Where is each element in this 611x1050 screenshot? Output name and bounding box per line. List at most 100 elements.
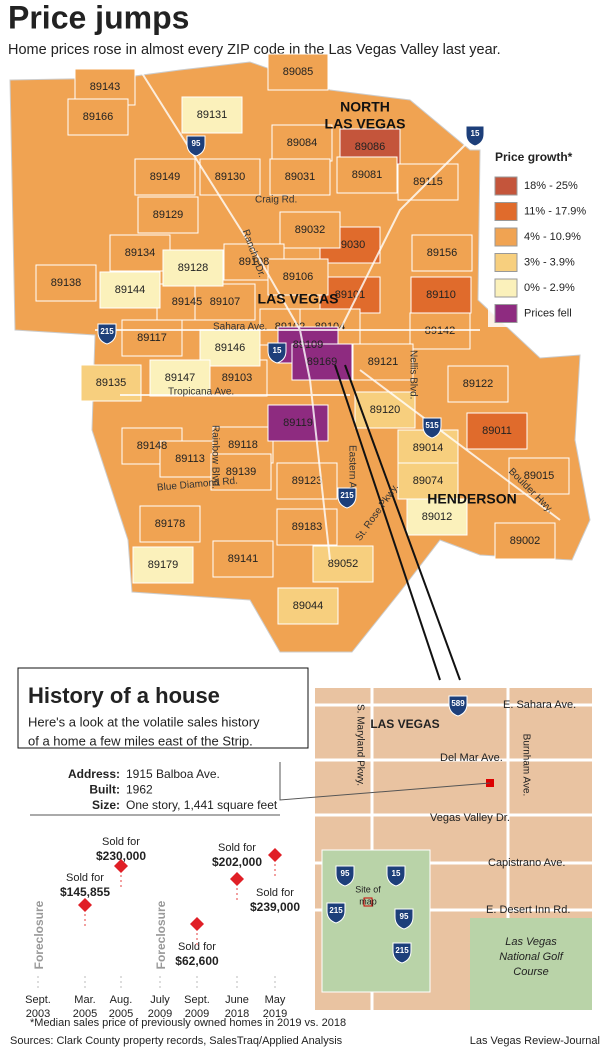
event-month: May (265, 994, 286, 1006)
zip-label: 89144 (115, 284, 146, 296)
zip-label: 89103 (222, 372, 253, 384)
zip-area (508, 457, 570, 495)
zip-area (267, 404, 329, 442)
legend-swatch (494, 176, 518, 196)
inset-label: map (359, 896, 377, 906)
legend: Price growth* 18% - 25% 11% - 17.9% 4% - 1… (488, 145, 606, 327)
zip-label: 89074 (413, 475, 444, 487)
zip-label: 89081 (352, 169, 383, 181)
house-details: Address: 1915 Balboa Ave. Built: 1962 Size: O… (68, 767, 278, 812)
zip-area (137, 196, 199, 234)
zip-area (194, 283, 256, 321)
locator-site (363, 897, 373, 907)
inset-label: National Golf (499, 951, 564, 963)
price-diamond (78, 898, 92, 912)
event-month: June (225, 994, 249, 1006)
zip-label: 89123 (292, 475, 323, 487)
zip-label: 89135 (96, 377, 127, 389)
zip-area (291, 343, 353, 381)
title: Price jumps (8, 0, 189, 35)
zip-label: 89109 (293, 339, 324, 351)
highway-shield (448, 695, 468, 717)
legend-swatch (494, 304, 518, 323)
event-month: Sept. (25, 994, 51, 1006)
zip-label: 89138 (51, 277, 82, 289)
price-diamond (114, 859, 128, 873)
zip-area (352, 343, 414, 381)
highway-shield (326, 902, 346, 924)
zip-label: 89145 (172, 296, 203, 308)
detail-value: One story, 1,441 square feet (126, 798, 278, 812)
detail-value: 1915 Balboa Ave. (126, 767, 220, 781)
sold-label: Sold for (102, 836, 140, 848)
legend-label: 18% - 25% (524, 180, 578, 192)
detail-label: Address: (68, 767, 120, 781)
zip-area (210, 453, 272, 491)
zip-area (271, 124, 333, 162)
footnote: *Median sales price of previously owned … (30, 1017, 346, 1029)
history-box (17, 667, 309, 749)
legend-title: Price growth* (495, 150, 573, 164)
zip-area (67, 98, 129, 136)
zip-label: 89169 (307, 356, 338, 368)
inset-label: Course (513, 966, 548, 978)
zip-label: 89128 (178, 262, 209, 274)
inset-label: Site of (355, 884, 381, 894)
sold-price: $230,000 (96, 849, 146, 863)
shield-number: 215 (395, 946, 409, 955)
inset-label: Burnham Ave. (520, 734, 531, 797)
zip-label: 89110 (426, 289, 456, 301)
road-label: Craig Rd. (255, 195, 297, 206)
inset-labels: E. Sahara Ave. S. Maryland Pkwy. LAS VEGAS… (326, 695, 576, 978)
price-diamond (190, 917, 204, 931)
road-label: Sahara Ave. (213, 322, 267, 333)
shield-number: 15 (273, 346, 282, 355)
place-label: LAS VEGAS (325, 116, 406, 132)
zip-area (269, 158, 331, 196)
zip-label: 89086 (355, 141, 386, 153)
sold-price: $62,600 (175, 954, 219, 968)
zip-label: 89143 (90, 81, 121, 93)
event-year: 2009 (185, 1008, 209, 1020)
zip-label: 89129 (153, 209, 184, 221)
zip-label: 89113 (175, 453, 205, 465)
highway-shield (392, 942, 412, 964)
zip-label: 89030 (335, 239, 366, 251)
history-title: History of a house (28, 683, 220, 708)
zip-label: 89130 (215, 171, 246, 183)
event-month: July (150, 994, 170, 1006)
zip-area (279, 211, 341, 249)
event-year: 2005 (73, 1008, 97, 1020)
zip-label: 89166 (83, 111, 114, 123)
zip-label: 89108 (239, 256, 270, 268)
zip-label: 89107 (210, 296, 241, 308)
zip-area (494, 522, 556, 560)
zip-area (181, 96, 243, 134)
inset-label: LAS VEGAS (370, 717, 439, 731)
event-year: 2018 (225, 1008, 249, 1020)
highway-shield (186, 135, 206, 157)
road (359, 369, 561, 521)
place-label: NORTH (340, 99, 390, 115)
zip-label: 89002 (510, 535, 541, 547)
legend-label: 11% - 17.9% (524, 205, 586, 217)
road-label: Eastern Ave. (346, 445, 357, 502)
zip-label: 89149 (150, 171, 181, 183)
shield-number: 95 (192, 139, 201, 148)
detail-label: Built: (89, 783, 120, 797)
shield-number: 589 (451, 699, 465, 708)
sold-label: Sold for (178, 941, 216, 953)
sold-label: Sold for (256, 887, 294, 899)
zip-area (312, 545, 374, 583)
legend-swatch (494, 227, 518, 247)
zip-label: 89119 (283, 417, 313, 429)
price-diamond (268, 848, 282, 862)
zip-label: 89014 (413, 442, 444, 454)
legend-label: 4% - 10.9% (524, 231, 581, 243)
zip-area (162, 249, 224, 287)
highway-shield (394, 908, 414, 930)
zip-label: 89012 (422, 511, 453, 523)
highway-shield (335, 865, 355, 887)
zip-area (149, 359, 211, 397)
